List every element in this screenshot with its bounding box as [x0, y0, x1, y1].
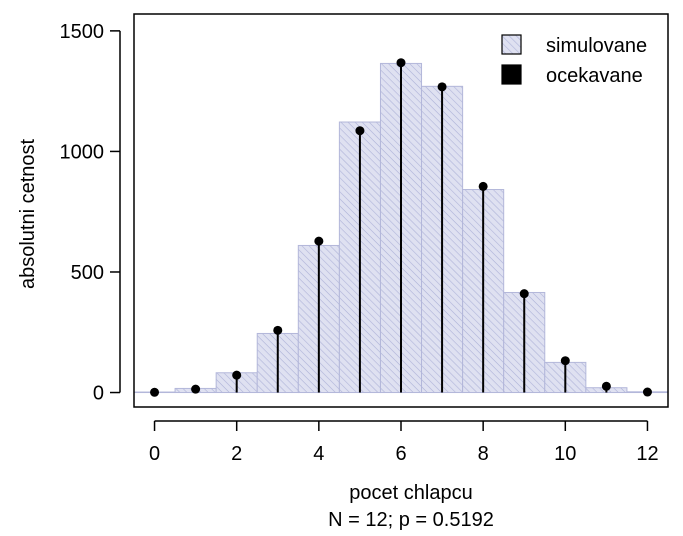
x-tick-label-4: 4	[313, 443, 324, 465]
chart-subtitle: N = 12; p = 0.5192	[328, 509, 494, 531]
point-ocekavane-9	[519, 289, 529, 299]
y-axis: 0 500 1000 1500	[60, 21, 121, 405]
legend-swatch-simulovane	[501, 34, 522, 55]
legend-label-simulovane: simulovane	[546, 35, 647, 57]
legend-label-ocekavane: ocekavane	[546, 65, 643, 87]
point-ocekavane-0	[150, 387, 160, 397]
y-tick-label-1000: 1000	[60, 141, 105, 163]
x-tick-label-6: 6	[395, 443, 406, 465]
expected-lollipops	[150, 58, 652, 397]
point-ocekavane-6	[396, 58, 406, 68]
x-tick-label-8: 8	[478, 443, 489, 465]
x-tick-label-0: 0	[149, 443, 160, 465]
point-ocekavane-8	[478, 181, 488, 191]
point-ocekavane-3	[273, 325, 283, 335]
point-ocekavane-1	[191, 384, 201, 394]
point-ocekavane-12	[642, 387, 652, 397]
y-axis-title: absolutni cetnost	[17, 139, 39, 290]
point-ocekavane-7	[437, 82, 447, 92]
legend: simulovane ocekavane	[501, 34, 647, 87]
x-axis-title: pocet chlapcu	[349, 482, 472, 504]
x-tick-label-12: 12	[636, 443, 658, 465]
y-tick-label-500: 500	[71, 262, 104, 284]
x-axis: 0 2 4 6 8 10 12	[149, 420, 659, 465]
point-ocekavane-2	[232, 370, 242, 380]
y-tick-label-0: 0	[93, 383, 104, 405]
point-ocekavane-4	[314, 236, 324, 246]
legend-swatch-ocekavane	[501, 64, 522, 85]
point-ocekavane-5	[355, 126, 365, 136]
x-tick-label-10: 10	[554, 443, 576, 465]
x-tick-label-2: 2	[231, 443, 242, 465]
y-tick-label-1500: 1500	[60, 21, 105, 43]
point-ocekavane-10	[560, 356, 570, 366]
plot-frame	[133, 13, 669, 408]
point-ocekavane-11	[601, 381, 611, 391]
